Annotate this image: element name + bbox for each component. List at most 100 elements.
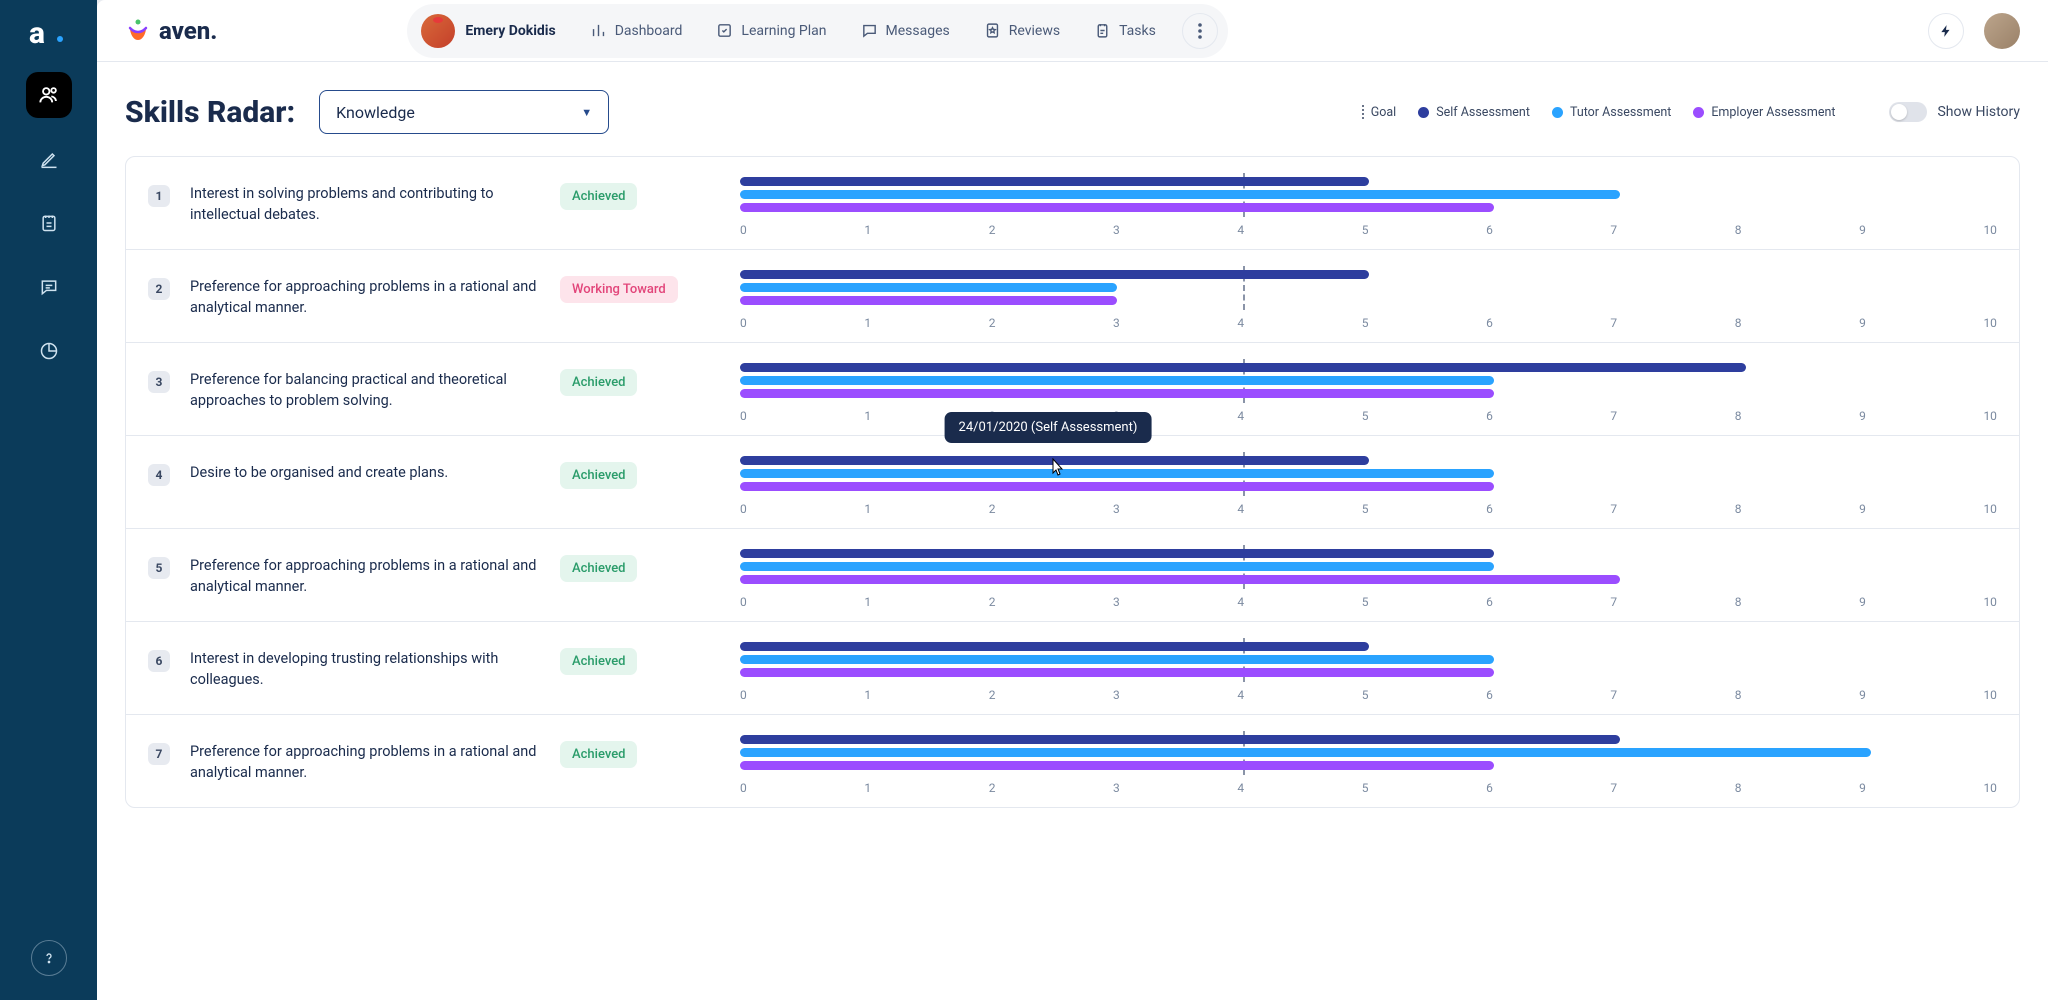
sidebar: a bbox=[0, 0, 97, 1000]
nav-dashboard[interactable]: Dashboard bbox=[576, 14, 697, 47]
bar-self[interactable] bbox=[740, 456, 1369, 465]
show-history-toggle[interactable] bbox=[1889, 102, 1927, 122]
axis-tick: 9 bbox=[1859, 316, 1866, 330]
chevron-down-icon: ▼ bbox=[581, 106, 592, 119]
bar-employer[interactable] bbox=[740, 575, 1620, 584]
axis-tick: 2 bbox=[989, 223, 996, 237]
axis-tick: 10 bbox=[1983, 502, 1997, 516]
axis-tick: 0 bbox=[740, 688, 747, 702]
kebab-icon bbox=[1198, 23, 1202, 39]
nav-learning-plan[interactable]: Learning Plan bbox=[702, 14, 840, 47]
bar-tutor[interactable] bbox=[740, 376, 1494, 385]
row-description: Desire to be organised and create plans. bbox=[190, 456, 540, 483]
row-status: Achieved bbox=[560, 363, 720, 396]
axis-tick: 0 bbox=[740, 409, 747, 423]
nav-tasks[interactable]: Tasks bbox=[1080, 14, 1170, 47]
clipboard-icon bbox=[1094, 22, 1111, 39]
message-icon bbox=[861, 22, 878, 39]
bar-self[interactable] bbox=[740, 270, 1369, 279]
bar-self[interactable] bbox=[740, 549, 1494, 558]
axis-tick: 10 bbox=[1983, 316, 1997, 330]
axis-tick: 1 bbox=[864, 223, 871, 237]
nav-messages[interactable]: Messages bbox=[847, 14, 964, 47]
axis-tick: 3 bbox=[1113, 595, 1120, 609]
bar-employer[interactable] bbox=[740, 389, 1494, 398]
bar-tutor[interactable] bbox=[740, 283, 1117, 292]
bar-employer[interactable] bbox=[740, 668, 1494, 677]
help-button[interactable] bbox=[31, 940, 67, 976]
axis-tick: 8 bbox=[1735, 595, 1742, 609]
chart-bars bbox=[740, 456, 1997, 496]
svg-text:a: a bbox=[29, 17, 45, 51]
app-logo: a bbox=[24, 14, 74, 54]
bar-tutor[interactable] bbox=[740, 655, 1494, 664]
sidebar-item-reports[interactable] bbox=[26, 328, 72, 374]
bar-self[interactable] bbox=[740, 363, 1746, 372]
bar-self[interactable] bbox=[740, 642, 1369, 651]
row-chart: 012345678910 bbox=[740, 177, 1997, 241]
axis-tick: 9 bbox=[1859, 595, 1866, 609]
skill-row: 5 Preference for approaching problems in… bbox=[126, 529, 2019, 622]
chart-bars bbox=[740, 177, 1997, 217]
axis-tick: 5 bbox=[1362, 688, 1369, 702]
row-number: 1 bbox=[148, 185, 170, 207]
header-nav-pill: Emery Dokidis Dashboard Learning Plan Me… bbox=[407, 4, 1227, 58]
quick-action-button[interactable] bbox=[1928, 13, 1964, 49]
nav-reviews[interactable]: Reviews bbox=[970, 14, 1074, 47]
axis-tick: 0 bbox=[740, 781, 747, 795]
legend-employer-label: Employer Assessment bbox=[1711, 105, 1835, 120]
bar-employer[interactable] bbox=[740, 296, 1117, 305]
axis-tick: 9 bbox=[1859, 688, 1866, 702]
content: Skills Radar: Knowledge ▼ Goal Self Asse… bbox=[97, 62, 2048, 1000]
chart-axis: 012345678910 bbox=[740, 223, 1997, 241]
bar-self[interactable] bbox=[740, 177, 1369, 186]
sidebar-item-chat[interactable] bbox=[26, 264, 72, 310]
axis-tick: 3 bbox=[1113, 502, 1120, 516]
chart-axis: 012345678910 bbox=[740, 316, 1997, 334]
bar-tutor[interactable] bbox=[740, 190, 1620, 199]
brand-mark-icon bbox=[125, 18, 151, 44]
user-chip[interactable]: Emery Dokidis bbox=[417, 10, 569, 52]
category-select[interactable]: Knowledge ▼ bbox=[319, 90, 609, 134]
row-number: 5 bbox=[148, 557, 170, 579]
profile-avatar[interactable] bbox=[1984, 13, 2020, 49]
row-number: 7 bbox=[148, 743, 170, 765]
chart-bars bbox=[740, 642, 1997, 682]
bar-tutor[interactable] bbox=[740, 748, 1871, 757]
sidebar-item-edit[interactable] bbox=[26, 136, 72, 182]
legend-self-label: Self Assessment bbox=[1436, 105, 1530, 120]
row-number: 6 bbox=[148, 650, 170, 672]
axis-tick: 5 bbox=[1362, 781, 1369, 795]
row-chart: 012345678910 bbox=[740, 363, 1997, 427]
star-doc-icon bbox=[984, 22, 1001, 39]
sidebar-item-notes[interactable] bbox=[26, 200, 72, 246]
axis-tick: 6 bbox=[1486, 688, 1493, 702]
legend-goal-label: Goal bbox=[1371, 105, 1396, 120]
axis-tick: 6 bbox=[1486, 781, 1493, 795]
bar-employer[interactable] bbox=[740, 761, 1494, 770]
axis-tick: 0 bbox=[740, 595, 747, 609]
more-menu-button[interactable] bbox=[1182, 13, 1218, 49]
chart-axis: 012345678910 bbox=[740, 781, 1997, 799]
bar-self[interactable] bbox=[740, 735, 1620, 744]
show-history-toggle-wrap: Show History bbox=[1889, 102, 2020, 122]
row-status: Achieved bbox=[560, 456, 720, 489]
bar-tutor[interactable] bbox=[740, 562, 1494, 571]
legend-goal: Goal bbox=[1362, 105, 1396, 120]
sidebar-item-people[interactable] bbox=[26, 72, 72, 118]
bar-tutor[interactable] bbox=[740, 469, 1494, 478]
axis-tick: 7 bbox=[1610, 781, 1617, 795]
axis-tick: 2 bbox=[989, 595, 996, 609]
chart-axis: 012345678910 bbox=[740, 502, 1997, 520]
axis-tick: 6 bbox=[1486, 502, 1493, 516]
skill-row: 3 Preference for balancing practical and… bbox=[126, 343, 2019, 436]
chart-bars bbox=[740, 363, 1997, 403]
axis-tick: 8 bbox=[1735, 223, 1742, 237]
axis-tick: 4 bbox=[1237, 316, 1244, 330]
skill-row: 4 Desire to be organised and create plan… bbox=[126, 436, 2019, 529]
bar-employer[interactable] bbox=[740, 482, 1494, 491]
bar-employer[interactable] bbox=[740, 203, 1494, 212]
axis-tick: 4 bbox=[1237, 409, 1244, 423]
axis-tick: 8 bbox=[1735, 409, 1742, 423]
axis-tick: 5 bbox=[1362, 502, 1369, 516]
